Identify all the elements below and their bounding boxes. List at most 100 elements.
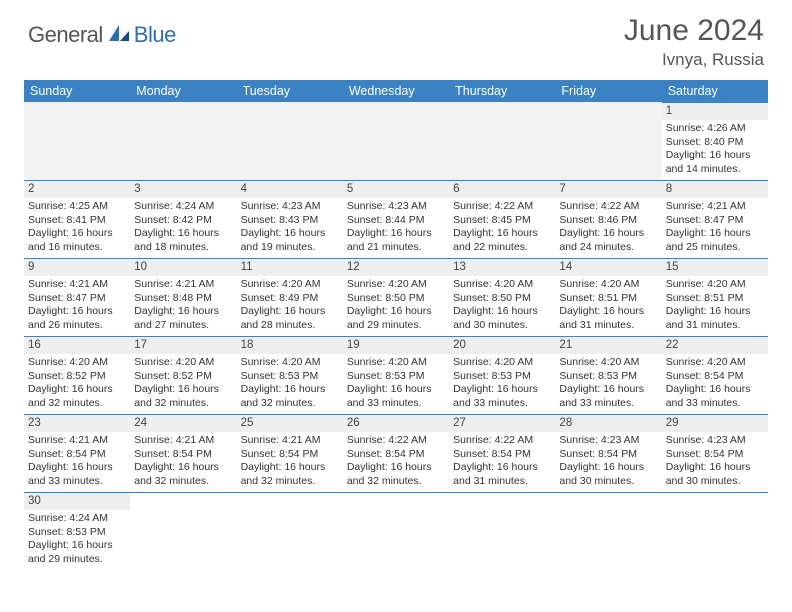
day-number: 30 [24, 493, 130, 510]
blank-cell [449, 102, 555, 180]
day-number: 6 [449, 181, 555, 198]
day-number: 21 [555, 337, 661, 354]
sunset-line: Sunset: 8:51 PM [666, 292, 764, 306]
sunset-line: Sunset: 8:46 PM [559, 214, 657, 228]
day-number: 16 [24, 337, 130, 354]
day-number: 10 [130, 259, 236, 276]
sunset-line: Sunset: 8:48 PM [134, 292, 232, 306]
day-number: 14 [555, 259, 661, 276]
day-number: 28 [555, 415, 661, 432]
daylight-line: Daylight: 16 hours and 14 minutes. [666, 149, 764, 176]
day-cell: 6 Sunrise: 4:22 AMSunset: 8:45 PMDaylight… [449, 180, 555, 258]
sunrise-line: Sunrise: 4:20 AM [241, 356, 339, 370]
sunset-line: Sunset: 8:45 PM [453, 214, 551, 228]
day-number: 24 [130, 415, 236, 432]
daylight-line: Daylight: 16 hours and 31 minutes. [559, 305, 657, 332]
daylight-line: Daylight: 16 hours and 32 minutes. [241, 461, 339, 488]
sunset-line: Sunset: 8:54 PM [453, 448, 551, 462]
sunset-line: Sunset: 8:49 PM [241, 292, 339, 306]
sunset-line: Sunset: 8:40 PM [666, 136, 764, 150]
sunrise-line: Sunrise: 4:20 AM [559, 278, 657, 292]
blank-cell: . [449, 492, 555, 570]
day-cell: 19Sunrise: 4:20 AMSunset: 8:53 PMDayligh… [343, 336, 449, 414]
calendar-grid: 1Sunrise: 4:26 AMSunset: 8:40 PMDaylight… [24, 102, 768, 570]
daylight-line: Daylight: 16 hours and 33 minutes. [347, 383, 445, 410]
weekday-header: Wednesday [343, 80, 449, 102]
day-number: 26 [343, 415, 449, 432]
sunrise-line: Sunrise: 4:20 AM [347, 278, 445, 292]
day-number: 3 [130, 181, 236, 198]
daylight-line: Daylight: 16 hours and 28 minutes. [241, 305, 339, 332]
day-cell: 11Sunrise: 4:20 AMSunset: 8:49 PMDayligh… [237, 258, 343, 336]
day-number: 8 [662, 181, 768, 198]
title-block: June 2024 Ivnya, Russia [624, 14, 764, 70]
logo: General Blue [28, 22, 176, 48]
day-number: 9 [24, 259, 130, 276]
sunrise-line: Sunrise: 4:20 AM [28, 356, 126, 370]
daylight-line: Daylight: 16 hours and 30 minutes. [666, 461, 764, 488]
sunset-line: Sunset: 8:54 PM [559, 448, 657, 462]
sunset-line: Sunset: 8:54 PM [28, 448, 126, 462]
day-number: 22 [662, 337, 768, 354]
logo-text-blue: Blue [134, 22, 176, 48]
sunrise-line: Sunrise: 4:24 AM [28, 512, 126, 526]
sunrise-line: Sunrise: 4:23 AM [241, 200, 339, 214]
day-number: 27 [449, 415, 555, 432]
daylight-line: Daylight: 16 hours and 31 minutes. [666, 305, 764, 332]
day-cell: 13Sunrise: 4:20 AMSunset: 8:50 PMDayligh… [449, 258, 555, 336]
day-cell: 18Sunrise: 4:20 AMSunset: 8:53 PMDayligh… [237, 336, 343, 414]
sunrise-line: Sunrise: 4:20 AM [666, 278, 764, 292]
day-cell: 14 Sunrise: 4:20 AMSunset: 8:51 PMDayligh… [555, 258, 661, 336]
daylight-line: Daylight: 16 hours and 27 minutes. [134, 305, 232, 332]
day-cell: 24Sunrise: 4:21 AMSunset: 8:54 PMDayligh… [130, 414, 236, 492]
day-number: 5 [343, 181, 449, 198]
sunrise-line: Sunrise: 4:20 AM [453, 356, 551, 370]
day-number: 18 [237, 337, 343, 354]
daylight-line: Daylight: 16 hours and 32 minutes. [347, 461, 445, 488]
sunrise-line: Sunrise: 4:22 AM [453, 434, 551, 448]
day-number: 1 [662, 103, 768, 120]
sunset-line: Sunset: 8:42 PM [134, 214, 232, 228]
daylight-line: Daylight: 16 hours and 33 minutes. [28, 461, 126, 488]
day-cell: 26Sunrise: 4:22 AMSunset: 8:54 PMDayligh… [343, 414, 449, 492]
daylight-line: Daylight: 16 hours and 33 minutes. [559, 383, 657, 410]
blank-cell [130, 102, 236, 180]
sunrise-line: Sunrise: 4:22 AM [347, 434, 445, 448]
day-cell: 23 Sunrise: 4:21 AMSunset: 8:54 PMDayligh… [24, 414, 130, 492]
daylight-line: Daylight: 16 hours and 22 minutes. [453, 227, 551, 254]
sunrise-line: Sunrise: 4:20 AM [453, 278, 551, 292]
sunset-line: Sunset: 8:52 PM [28, 370, 126, 384]
sunset-line: Sunset: 8:54 PM [666, 448, 764, 462]
daylight-line: Daylight: 16 hours and 32 minutes. [28, 383, 126, 410]
sunset-line: Sunset: 8:47 PM [28, 292, 126, 306]
sunset-line: Sunset: 8:53 PM [347, 370, 445, 384]
sunset-line: Sunset: 8:41 PM [28, 214, 126, 228]
weekday-header: Saturday [662, 80, 768, 102]
day-cell: 15 Sunrise: 4:20 AMSunset: 8:51 PMDayligh… [662, 258, 768, 336]
blank-cell [24, 102, 130, 180]
sunrise-line: Sunrise: 4:21 AM [241, 434, 339, 448]
month-title: June 2024 [624, 14, 764, 48]
day-cell: 5Sunrise: 4:23 AMSunset: 8:44 PMDaylight… [343, 180, 449, 258]
day-cell: 28Sunrise: 4:23 AMSunset: 8:54 PMDayligh… [555, 414, 661, 492]
day-number: 23 [24, 415, 130, 432]
blank-cell: . [662, 492, 768, 570]
daylight-line: Daylight: 16 hours and 31 minutes. [453, 461, 551, 488]
daylight-line: Daylight: 16 hours and 16 minutes. [28, 227, 126, 254]
sunrise-line: Sunrise: 4:23 AM [559, 434, 657, 448]
day-cell: 20Sunrise: 4:20 AMSunset: 8:53 PMDayligh… [449, 336, 555, 414]
day-number: 20 [449, 337, 555, 354]
sunrise-line: Sunrise: 4:22 AM [453, 200, 551, 214]
weekday-header: Tuesday [237, 80, 343, 102]
daylight-line: Daylight: 16 hours and 29 minutes. [28, 539, 126, 566]
sunset-line: Sunset: 8:51 PM [559, 292, 657, 306]
sunrise-line: Sunrise: 4:21 AM [134, 278, 232, 292]
day-cell: 27 Sunrise: 4:22 AMSunset: 8:54 PMDayligh… [449, 414, 555, 492]
weekday-header: Sunday [24, 80, 130, 102]
sunset-line: Sunset: 8:54 PM [134, 448, 232, 462]
sunrise-line: Sunrise: 4:21 AM [28, 434, 126, 448]
blank-cell: . [343, 492, 449, 570]
daylight-line: Daylight: 16 hours and 25 minutes. [666, 227, 764, 254]
day-cell: 2Sunrise: 4:25 AMSunset: 8:41 PMDaylight… [24, 180, 130, 258]
day-number: 15 [662, 259, 768, 276]
